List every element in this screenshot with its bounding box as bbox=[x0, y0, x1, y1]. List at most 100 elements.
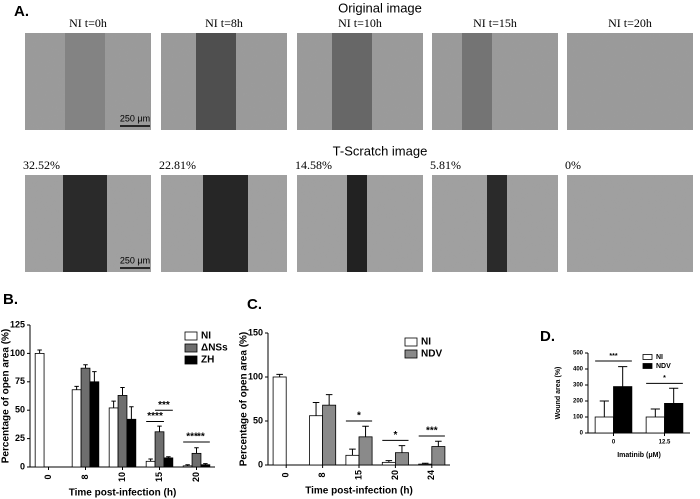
micrograph bbox=[567, 175, 693, 272]
error-bar bbox=[157, 425, 162, 432]
x-tick-label: 0 bbox=[281, 472, 291, 477]
error-bar bbox=[362, 425, 369, 437]
y-axis-label: Wound area (%) bbox=[555, 367, 562, 420]
significance-label: **** bbox=[147, 411, 163, 422]
error-bar bbox=[92, 371, 97, 382]
significance-label: * bbox=[357, 411, 361, 422]
bar bbox=[645, 416, 665, 434]
error-bar bbox=[203, 463, 208, 465]
x-tick-label: 24 bbox=[426, 470, 436, 480]
legend-label: NI bbox=[421, 337, 431, 348]
legend-swatch bbox=[642, 363, 653, 369]
x-tick-label: 0 bbox=[612, 440, 616, 446]
error-bar bbox=[669, 387, 679, 404]
bar bbox=[613, 386, 633, 434]
legend-label: NI bbox=[201, 331, 211, 342]
error-bar bbox=[74, 385, 79, 390]
panel-label: C. bbox=[247, 296, 262, 313]
legend-label: ΔNSs bbox=[201, 343, 228, 354]
bar bbox=[309, 415, 324, 466]
y-tick-label: 75 bbox=[15, 376, 25, 386]
panel-label: B. bbox=[3, 291, 18, 308]
bar bbox=[154, 431, 165, 468]
bar bbox=[191, 452, 202, 468]
scratch-gap bbox=[462, 33, 492, 130]
x-tick-label: 15 bbox=[154, 472, 164, 482]
image-label: NI t=15h bbox=[473, 16, 517, 30]
image-label: NI t=0h bbox=[69, 16, 107, 30]
legend-swatch bbox=[184, 343, 198, 353]
bar bbox=[594, 416, 614, 434]
micrograph bbox=[432, 33, 558, 130]
scratch-gap bbox=[63, 175, 107, 272]
y-tick-label: 500 bbox=[573, 351, 584, 357]
percent-label: 22.81% bbox=[159, 158, 196, 172]
y-tick-label: 200 bbox=[573, 399, 584, 405]
legend-swatch bbox=[184, 331, 198, 341]
significance-label: * bbox=[393, 430, 397, 441]
y-tick-label: 50 bbox=[253, 415, 263, 425]
error-bar bbox=[312, 402, 320, 416]
significance-label: *** bbox=[609, 353, 617, 360]
x-tick-label: 20 bbox=[390, 470, 400, 480]
bar bbox=[163, 457, 174, 468]
y-tick-label: 100 bbox=[10, 348, 25, 358]
y-tick-label: 125 bbox=[10, 319, 25, 329]
y-tick-label: 25 bbox=[15, 433, 25, 443]
bar bbox=[117, 395, 128, 468]
bar bbox=[108, 407, 119, 468]
y-tick-label: 100 bbox=[248, 371, 263, 381]
x-tick-label: 8 bbox=[317, 472, 327, 477]
percent-label: 14.58% bbox=[295, 158, 332, 172]
y-tick-label: 50 bbox=[15, 405, 25, 415]
scratch-gap bbox=[332, 33, 372, 130]
y-tick-label: 150 bbox=[248, 327, 263, 337]
x-tick-label: 15 bbox=[353, 470, 363, 480]
legend-label: NDV bbox=[421, 349, 442, 360]
legend-swatch bbox=[404, 337, 418, 347]
x-axis-label: Time post-infection (h) bbox=[69, 488, 177, 499]
scratch-gap bbox=[203, 175, 248, 272]
bar bbox=[71, 389, 82, 468]
significance-label: *** bbox=[426, 426, 438, 437]
bar bbox=[272, 376, 287, 466]
error-bar bbox=[398, 445, 406, 453]
legend-label: NI bbox=[656, 354, 663, 361]
x-tick-label: 8 bbox=[80, 474, 90, 479]
bar bbox=[418, 463, 433, 466]
error-bar bbox=[325, 394, 333, 406]
error-bar bbox=[599, 400, 609, 417]
bar bbox=[145, 460, 156, 468]
bar bbox=[664, 402, 684, 434]
scale-bar-label: 250 μm bbox=[120, 255, 150, 265]
x-axis-label: Time post-infection (h) bbox=[305, 486, 413, 497]
bar bbox=[89, 381, 100, 468]
bar bbox=[358, 436, 373, 466]
error-bar bbox=[276, 373, 283, 377]
error-bar bbox=[185, 464, 190, 466]
significance-label: ** bbox=[197, 432, 205, 443]
bar bbox=[200, 464, 211, 468]
error-bar bbox=[37, 349, 42, 354]
scratch-gap bbox=[196, 33, 236, 130]
legend-label: NDV bbox=[656, 363, 671, 370]
scratch-gap bbox=[65, 33, 105, 130]
legend-swatch bbox=[184, 355, 198, 365]
error-bar bbox=[83, 364, 88, 369]
x-tick-label: 10 bbox=[117, 472, 127, 482]
y-tick-label: 100 bbox=[573, 415, 584, 421]
error-bar bbox=[650, 408, 660, 417]
bar bbox=[345, 454, 360, 466]
bar bbox=[381, 461, 396, 466]
micrograph bbox=[567, 33, 693, 130]
row-title: Original image bbox=[338, 0, 422, 15]
scale-bar-label: 250 μm bbox=[120, 113, 150, 123]
significance-label: *** bbox=[158, 400, 170, 411]
percent-label: 0% bbox=[565, 158, 581, 172]
error-bar bbox=[111, 400, 116, 408]
y-tick-label: 0 bbox=[20, 461, 25, 471]
bar bbox=[394, 452, 409, 466]
y-axis-label: Percentage of open area (%) bbox=[1, 329, 12, 463]
row-title: T-Scratch image bbox=[333, 143, 428, 158]
